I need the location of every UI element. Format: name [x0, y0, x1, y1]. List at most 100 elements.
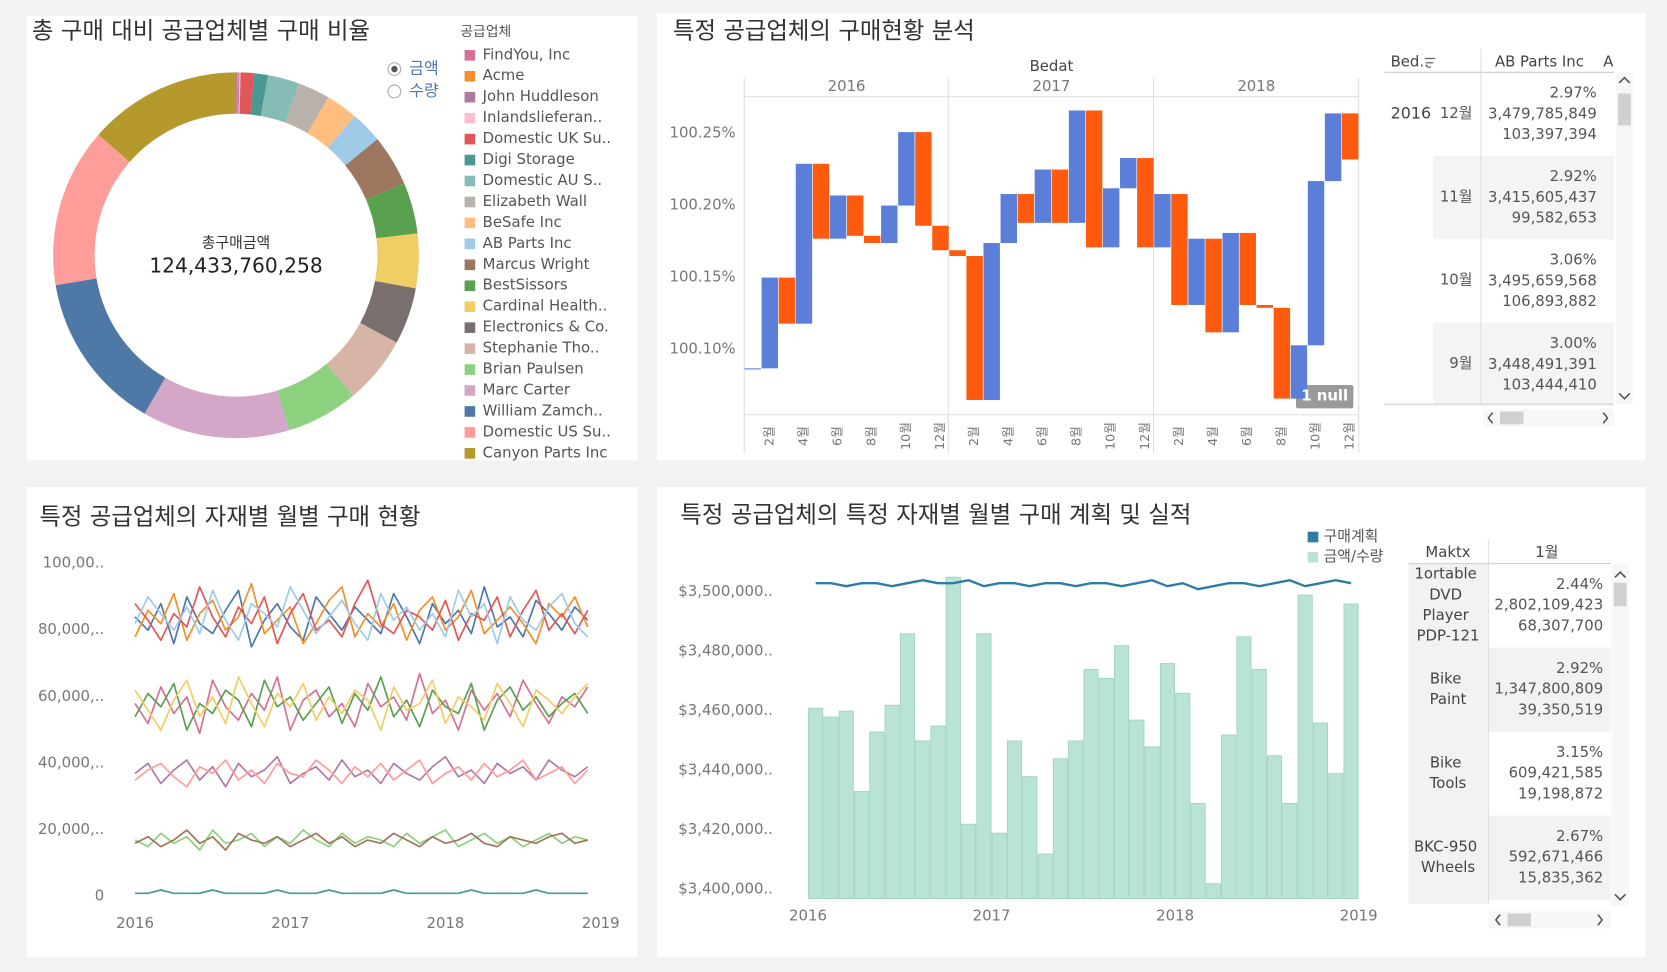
legend-label[interactable]: 금액/수량	[1324, 547, 1384, 565]
waterfall-bar[interactable]	[864, 235, 881, 244]
series-line[interactable]	[134, 759, 589, 788]
bar[interactable]	[945, 576, 961, 900]
legend-label[interactable]: Acme	[483, 66, 525, 84]
waterfall-bar[interactable]	[761, 277, 779, 369]
bar[interactable]	[1006, 740, 1023, 900]
bar[interactable]	[1068, 740, 1084, 900]
waterfall-bar[interactable]	[778, 277, 796, 324]
legend-label[interactable]: Inlandslieferan..	[483, 108, 603, 126]
null-badge[interactable]	[1295, 384, 1354, 409]
bar[interactable]	[915, 740, 931, 900]
bar[interactable]	[1037, 853, 1053, 900]
legend-label[interactable]: Digi Storage	[483, 150, 575, 168]
waterfall-bar[interactable]	[1102, 188, 1120, 248]
waterfall-bar[interactable]	[1239, 232, 1256, 305]
null-indicator[interactable]: 1 null	[1301, 387, 1348, 405]
donut-segment[interactable]	[326, 322, 397, 396]
donut-segment[interactable]	[239, 72, 255, 115]
donut-segment[interactable]	[238, 72, 241, 114]
legend-label[interactable]: BeSafe Inc	[483, 213, 562, 231]
bar[interactable]	[1098, 677, 1114, 900]
donut-segment[interactable]	[360, 280, 416, 343]
donut-segment[interactable]	[144, 377, 290, 439]
waterfall-bar[interactable]	[1324, 113, 1342, 182]
legend-label[interactable]: John Huddleson	[482, 87, 599, 105]
bar[interactable]	[1175, 692, 1191, 900]
bar[interactable]	[869, 731, 885, 900]
waterfall-bar[interactable]	[1341, 113, 1359, 160]
donut-segment[interactable]	[345, 139, 405, 200]
bar[interactable]	[930, 725, 946, 900]
bar[interactable]	[1343, 603, 1359, 900]
waterfall-bar[interactable]	[949, 250, 966, 256]
donut-segment[interactable]	[236, 72, 238, 114]
bar[interactable]	[853, 791, 870, 900]
legend-label[interactable]: Domestic UK Su..	[483, 129, 611, 147]
legend-label[interactable]: Canyon Parts Inc	[483, 443, 608, 461]
waterfall-bar[interactable]	[846, 195, 864, 236]
waterfall-bar[interactable]	[1188, 238, 1205, 305]
series-line[interactable]	[134, 829, 588, 851]
legend-label[interactable]: Elizabeth Wall	[483, 192, 587, 210]
donut-segment[interactable]	[55, 278, 166, 414]
waterfall-bar[interactable]	[1222, 232, 1239, 333]
bar[interactable]	[1267, 755, 1283, 900]
waterfall-bar[interactable]	[1000, 194, 1017, 244]
waterfall-bar[interactable]	[1137, 158, 1154, 248]
series-line[interactable]	[134, 579, 589, 645]
donut-segment[interactable]	[327, 116, 378, 166]
waterfall-bar[interactable]	[881, 205, 898, 244]
series-line[interactable]	[134, 582, 589, 645]
waterfall-bar[interactable]	[1120, 158, 1137, 189]
waterfall-bar[interactable]	[1085, 110, 1103, 248]
legend-label[interactable]: Electronics & Co.	[483, 318, 609, 336]
bar[interactable]	[1083, 669, 1099, 900]
waterfall-bar[interactable]	[1273, 307, 1291, 399]
donut-segment[interactable]	[277, 363, 353, 431]
waterfall-bar[interactable]	[1068, 110, 1086, 223]
series-line[interactable]	[134, 755, 589, 788]
bar[interactable]	[1312, 722, 1328, 900]
donut-segment[interactable]	[307, 97, 355, 148]
table-1-scrollbar[interactable]	[1483, 72, 1633, 427]
waterfall-bar[interactable]	[966, 255, 983, 401]
donut-segment[interactable]	[375, 233, 419, 289]
waterfall-bar[interactable]	[795, 163, 813, 324]
bar[interactable]	[991, 832, 1007, 900]
series-line[interactable]	[134, 672, 589, 735]
waterfall-bar[interactable]	[915, 132, 932, 226]
waterfall-bar[interactable]	[829, 195, 847, 239]
donut-segment[interactable]	[53, 134, 130, 286]
bar[interactable]	[1144, 746, 1160, 900]
legend-label[interactable]: FindYou, Inc	[483, 45, 571, 63]
bar[interactable]	[1129, 719, 1145, 900]
table-2-scrollbar[interactable]	[1488, 563, 1629, 929]
donut-segment[interactable]	[250, 73, 269, 116]
bar[interactable]	[1297, 594, 1313, 900]
waterfall-bar[interactable]	[1154, 194, 1171, 248]
legend-label[interactable]: Marc Carter	[483, 381, 571, 399]
series-line[interactable]	[134, 676, 589, 732]
waterfall-bar[interactable]	[983, 243, 1000, 401]
waterfall-bar[interactable]	[1051, 169, 1069, 223]
legend-label[interactable]: Marcus Wright	[483, 255, 590, 273]
waterfall-bar[interactable]	[1256, 304, 1274, 308]
bar[interactable]	[1159, 663, 1176, 900]
legend-label[interactable]: AB Parts Inc	[483, 234, 572, 252]
series-line[interactable]	[135, 889, 588, 895]
radio-label[interactable]: 금액	[409, 59, 438, 78]
bar[interactable]	[1236, 636, 1252, 900]
legend-label[interactable]: Domestic US Su..	[483, 422, 611, 440]
series-line[interactable]	[134, 829, 588, 851]
series-line[interactable]	[134, 586, 589, 645]
waterfall-bar[interactable]	[1205, 238, 1222, 333]
bar[interactable]	[1190, 802, 1206, 900]
plan-line[interactable]	[815, 579, 1352, 591]
bar[interactable]	[884, 704, 900, 900]
bar[interactable]	[1251, 669, 1267, 900]
bar[interactable]	[976, 633, 992, 900]
bar[interactable]	[1114, 645, 1130, 900]
series-line[interactable]	[134, 676, 589, 732]
series-line[interactable]	[134, 586, 589, 648]
waterfall-bar[interactable]	[1034, 169, 1052, 223]
